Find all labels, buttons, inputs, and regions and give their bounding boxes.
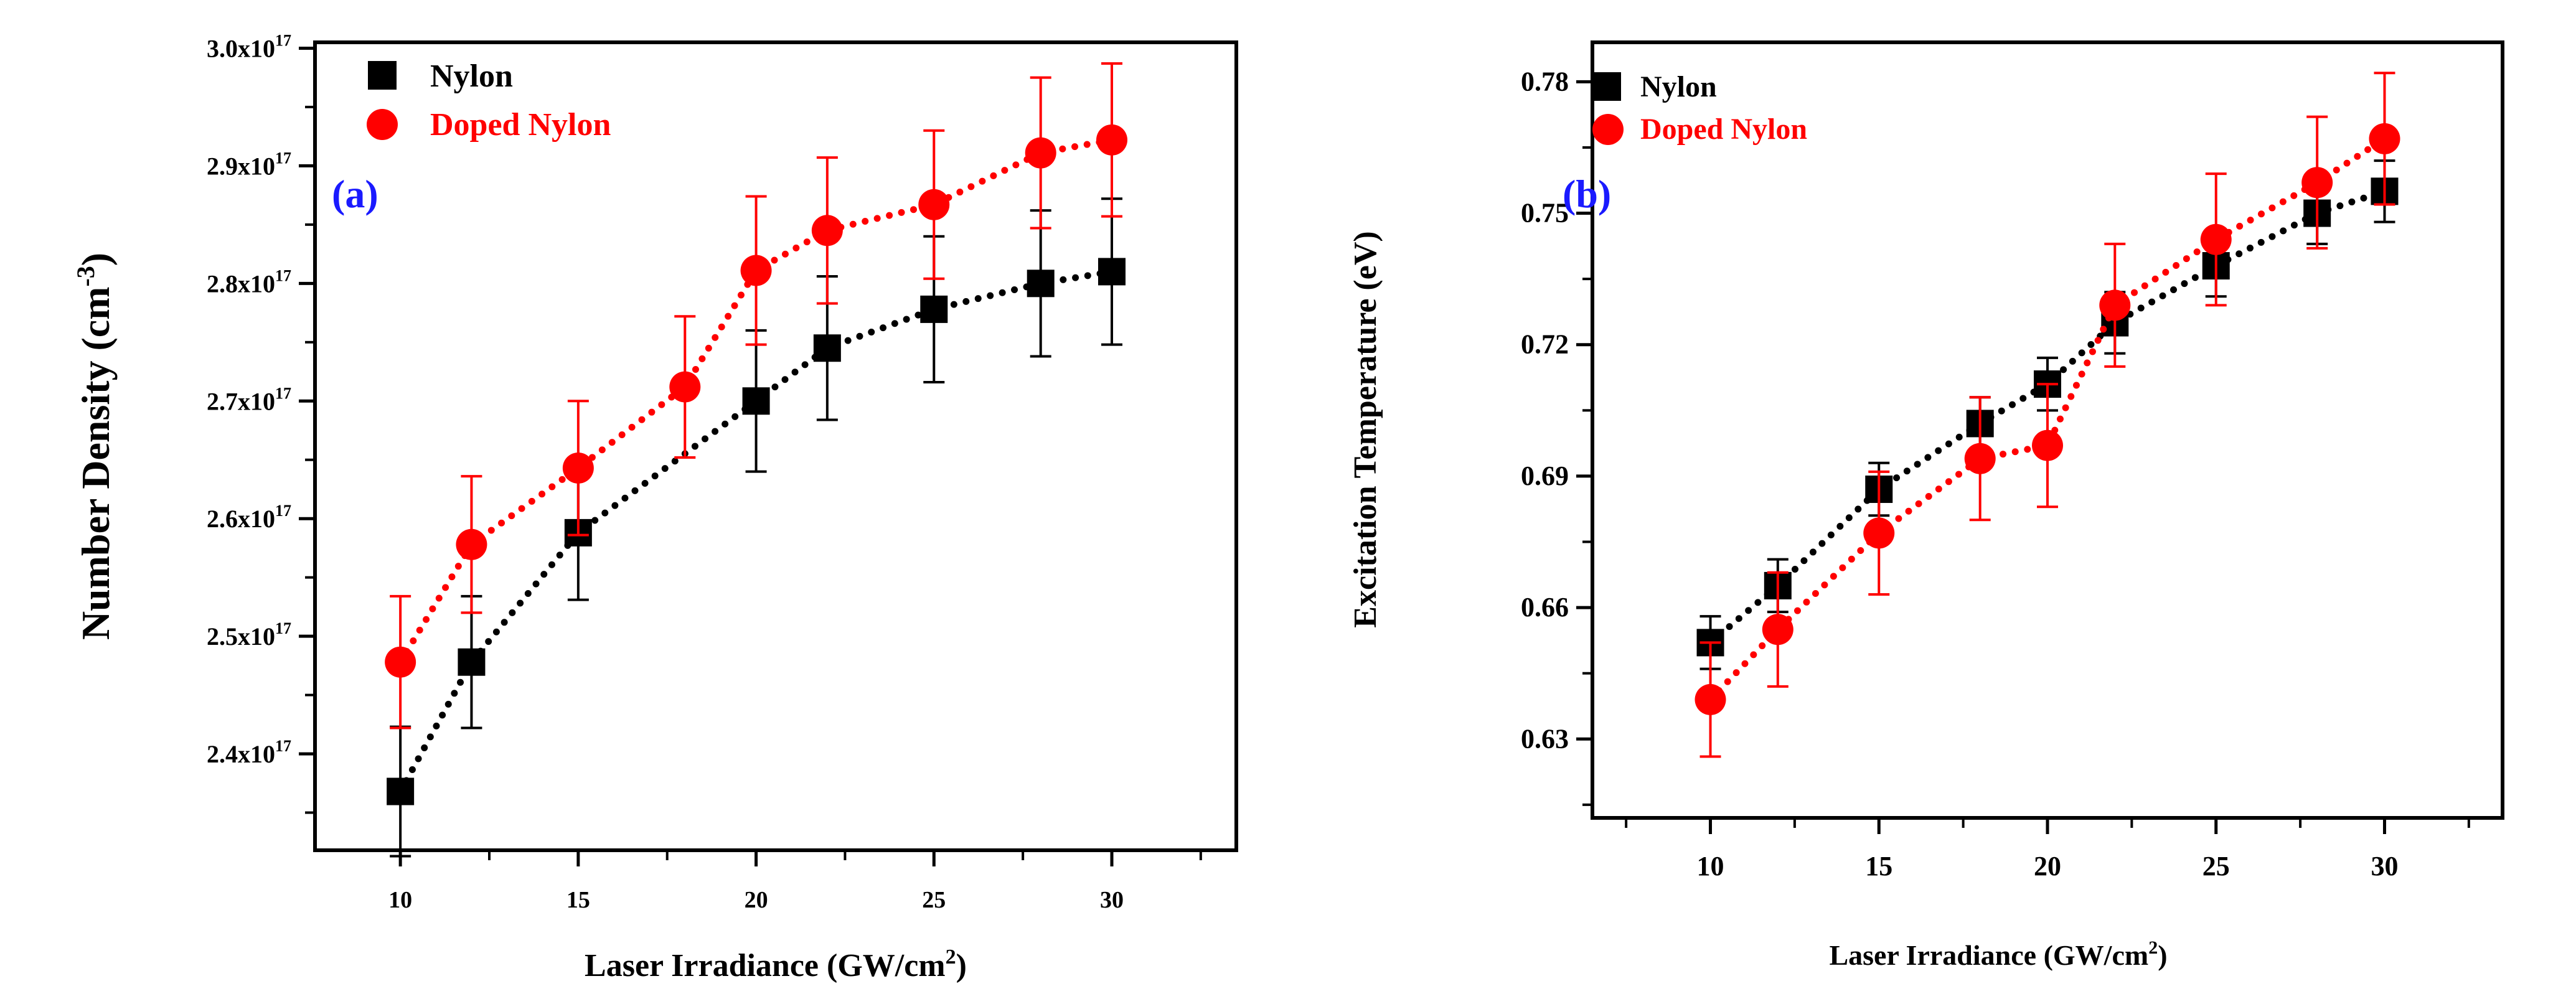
- panel-b-series: [1695, 72, 2400, 758]
- panel-b-doped-nylon-point: [1964, 443, 1996, 474]
- panel-b-doped-nylon-point: [2369, 123, 2400, 154]
- panel-a-legend-doped-label: Doped Nylon: [430, 107, 611, 143]
- panel-a-nylon-point: [920, 295, 948, 323]
- panel-b-label: (b): [1563, 172, 1611, 216]
- panel-a-legend-nylon-marker: [368, 61, 397, 90]
- panel-a-x-tick-label: 30: [1100, 887, 1124, 913]
- panel-b-legend-nylon-marker: [1592, 72, 1621, 101]
- panel-b-x-tick-label: 30: [2371, 851, 2398, 881]
- panel-a-y-tick-label: 2.9x1017: [207, 149, 291, 180]
- panel-b-doped-nylon-point: [1762, 614, 1793, 645]
- panel-a-y-tick-label: 2.8x1017: [207, 266, 291, 298]
- panel-a-nylon-point: [387, 777, 415, 805]
- panel-b-x-tick-label: 25: [2202, 851, 2230, 881]
- panel-a-y-tick-label: 3.0x1017: [207, 31, 291, 62]
- panel-b-x-tick-label: 10: [1697, 851, 1724, 881]
- panel-b-y-tick-label: 0.69: [1521, 461, 1569, 491]
- panel-a-nylon-line: [397, 268, 1116, 795]
- panel-a-legend-nylon-label: Nylon: [430, 59, 513, 94]
- panel-b-doped-nylon-point: [1695, 683, 1726, 715]
- panel-b-x-tick-label: 15: [1865, 851, 1892, 881]
- panel-b-y-tick-label: 0.75: [1521, 198, 1569, 228]
- panel-b-y-tick-label: 0.78: [1521, 66, 1569, 96]
- panel-a-doped-nylon-point: [1096, 124, 1127, 156]
- panel-a: 10 15 20 25 30 2.4x1017 2.5x1017 2.6x1017 2.7x10…: [72, 31, 1238, 983]
- panel-a-doped-nylon-point: [1025, 137, 1056, 169]
- panel-a-doped-nylon-point: [456, 528, 487, 560]
- panel-b-doped-nylon-point: [2099, 289, 2131, 321]
- panel-b-y-tick-label: 0.63: [1521, 723, 1569, 754]
- panel-b-doped-nylon-line: [1707, 135, 2388, 703]
- panel-a-doped-nylon-point: [918, 189, 950, 220]
- panel-a-x-tick-label: 10: [388, 887, 412, 913]
- panel-b-doped-nylon-point: [2301, 167, 2333, 199]
- panel-a-y-tick-label: 2.5x1017: [207, 619, 291, 650]
- panel-b-legend-doped-label: Doped Nylon: [1640, 113, 1807, 146]
- panel-b-y-tick-label: 0.72: [1521, 329, 1569, 360]
- panel-a-x-tick-label: 20: [745, 887, 768, 913]
- panel-a-doped-nylon-point: [385, 646, 416, 678]
- panel-a-y-tick-label: 2.6x1017: [207, 502, 291, 533]
- panel-a-nylon-point: [1027, 270, 1055, 298]
- panel-a-x-axis-title: Laser Irradiance (GW/cm2): [585, 945, 967, 983]
- panel-b-doped-nylon-point: [2032, 429, 2063, 461]
- panel-a-axes: 10 15 20 25 30 2.4x1017 2.5x1017 2.6x1017 2.7x10…: [207, 31, 1202, 913]
- panel-a-plot-frame: [313, 40, 1238, 852]
- panel-a-label: (a): [332, 172, 378, 216]
- panel-a-y-axis-title: Number Density (cm-3): [72, 253, 118, 640]
- panel-b-x-axis-title: Laser Irradiance (GW/cm2): [1829, 937, 2167, 971]
- panel-a-series: [385, 62, 1127, 858]
- panel-b-axes: 10 15 20 25 30 0.63 0.66 0.69 0.72 0.75 0.78: [1521, 66, 2470, 881]
- panel-b-legend-nylon-label: Nylon: [1640, 70, 1717, 103]
- panel-b-legend-doped-marker: [1592, 114, 1624, 145]
- panel-b-y-axis-title: Excitation Temperature (eV): [1348, 231, 1383, 627]
- panel-b: 10 15 20 25 30 0.63 0.66 0.69 0.72 0.75 0.78 (b) N…: [1348, 40, 2504, 971]
- panel-a-nylon-point: [742, 387, 770, 415]
- panel-a-legend: Nylon Doped Nylon: [367, 59, 611, 143]
- panel-b-x-tick-label: 20: [2034, 851, 2061, 881]
- panel-a-nylon-point: [458, 648, 486, 676]
- panel-a-doped-nylon-point: [740, 255, 772, 286]
- panel-b-y-tick-label: 0.66: [1521, 592, 1569, 622]
- panel-a-doped-nylon-line: [397, 136, 1116, 666]
- panel-a-legend-doped-marker: [367, 109, 398, 140]
- panel-b-doped-nylon-point: [2200, 223, 2232, 255]
- panel-a-nylon-point: [1098, 258, 1126, 286]
- panel-a-doped-nylon-point: [562, 452, 594, 484]
- panel-a-x-tick-label: 15: [566, 887, 590, 913]
- panel-a-x-tick-label: 25: [922, 887, 946, 913]
- panel-a-y-tick-label: 2.7x1017: [207, 384, 291, 415]
- panel-b-legend: Nylon Doped Nylon: [1592, 70, 1807, 146]
- panel-a-doped-nylon-point: [669, 371, 701, 403]
- panel-a-y-tick-label: 2.4x1017: [207, 737, 291, 768]
- panel-b-doped-nylon-point: [1863, 517, 1895, 549]
- panel-a-doped-nylon-point: [811, 215, 843, 246]
- panel-a-nylon-point: [813, 334, 841, 362]
